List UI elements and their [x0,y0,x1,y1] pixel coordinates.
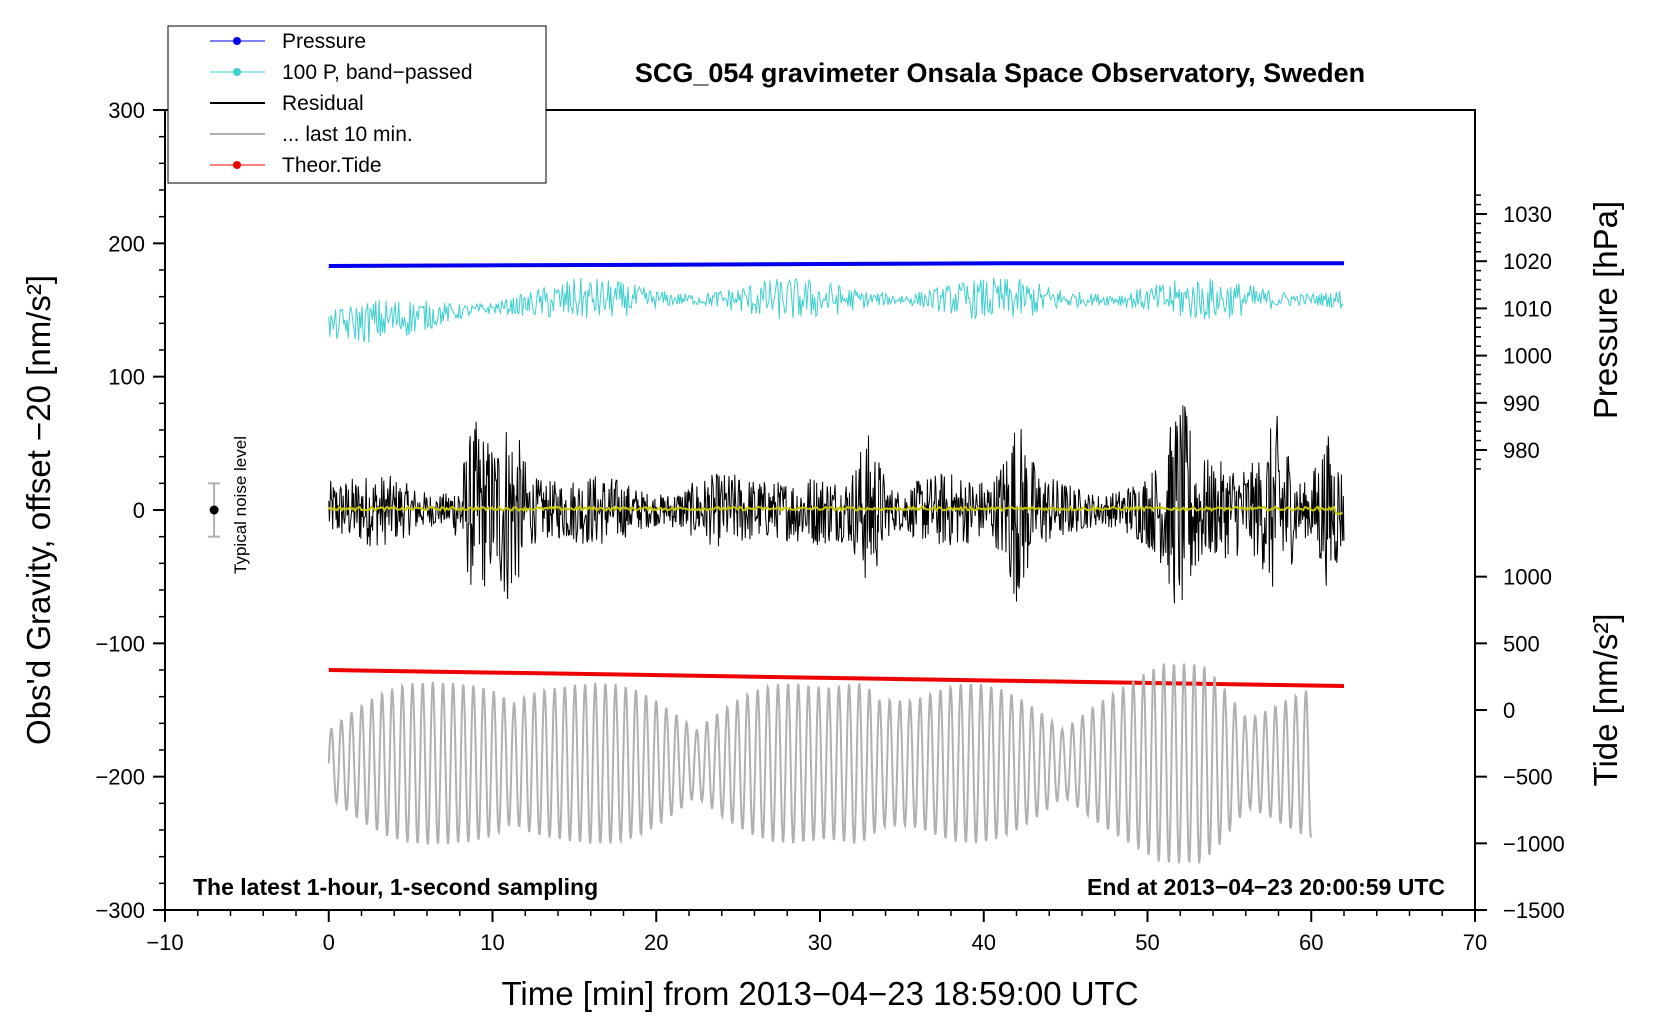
legend-swatch-dot [233,37,241,45]
pressure-line [328,261,1344,268]
y-axis-label-left: Obs'd Gravity, offset −20 [nm/s²] [20,275,57,745]
x-tick-label: 10 [480,930,504,955]
tide-tick-label: 500 [1503,631,1540,656]
residual-smoothed-line [328,505,1344,516]
y-tick-label: −200 [95,765,145,790]
y-tick-label: 0 [133,498,145,523]
y-tick-label: 100 [108,365,145,390]
x-tick-label: 60 [1299,930,1323,955]
x-tick-label: 0 [323,930,335,955]
x-axis-label: Time [min] from 2013−04−23 18:59:00 UTC [501,975,1138,1012]
legend-label: Residual [282,92,364,115]
pressure-tick-label: 1010 [1503,296,1552,321]
legend-label: Theor.Tide [282,154,382,177]
noise-label: Typical noise level [231,436,250,574]
legend: Pressure 100 P, band−passed Residual ... la… [167,25,547,184]
legend-box [167,25,547,184]
y-tick-label: 200 [108,231,145,256]
y-tick-label: −300 [95,898,145,923]
legend-swatch-dot [233,161,241,169]
pressure-tick-label: 1030 [1503,202,1552,227]
y-tick-label: 300 [108,98,145,123]
noise-level-indicator [208,482,221,538]
pressure-tick-label: 980 [1503,438,1540,463]
tide-tick-label: 1000 [1503,565,1552,590]
theoretical-tide-line [328,668,1345,688]
x-tick-label: −10 [146,930,183,955]
legend-label: Pressure [282,30,366,53]
last-10-min-line [327,663,1313,864]
x-tick-label: 20 [644,930,668,955]
x-tick-label: 50 [1135,930,1159,955]
legend-swatch-dot [233,68,241,76]
y-tick-label: −100 [95,631,145,656]
tide-tick-label: −500 [1503,765,1553,790]
legend-label: ... last 10 min. [282,123,413,146]
pressure-tick-label: 990 [1503,391,1540,416]
residual-series-line [328,405,1345,604]
x-tick-label: 40 [972,930,996,955]
tide-tick-label: −1500 [1503,898,1565,923]
axis-ticks: −10 0 10 20 30 40 50 60 703002001000−100−200−300… [95,98,1564,955]
tide-tick-label: −1000 [1503,831,1565,856]
legend-label: 100 P, band−passed [282,61,473,84]
bottom-left-note: The latest 1-hour, 1-second sampling [193,874,598,900]
bandpassed-pressure-line [328,277,1344,343]
pressure-tick-label: 1020 [1503,249,1552,274]
series-layer [327,261,1345,864]
y-axis-label-tide: Tide [nm/s²] [1587,614,1624,787]
x-tick-label: 30 [808,930,832,955]
x-tick-label: 70 [1463,930,1487,955]
y-axis-label-pressure: Pressure [hPa] [1587,201,1624,419]
noise-dot [209,505,219,515]
pressure-tick-label: 1000 [1503,344,1552,369]
chart-title: SCG_054 gravimeter Onsala Space Observat… [635,58,1365,88]
bottom-right-note: End at 2013−04−23 20:00:59 UTC [1087,874,1445,900]
tide-tick-label: 0 [1503,698,1515,723]
